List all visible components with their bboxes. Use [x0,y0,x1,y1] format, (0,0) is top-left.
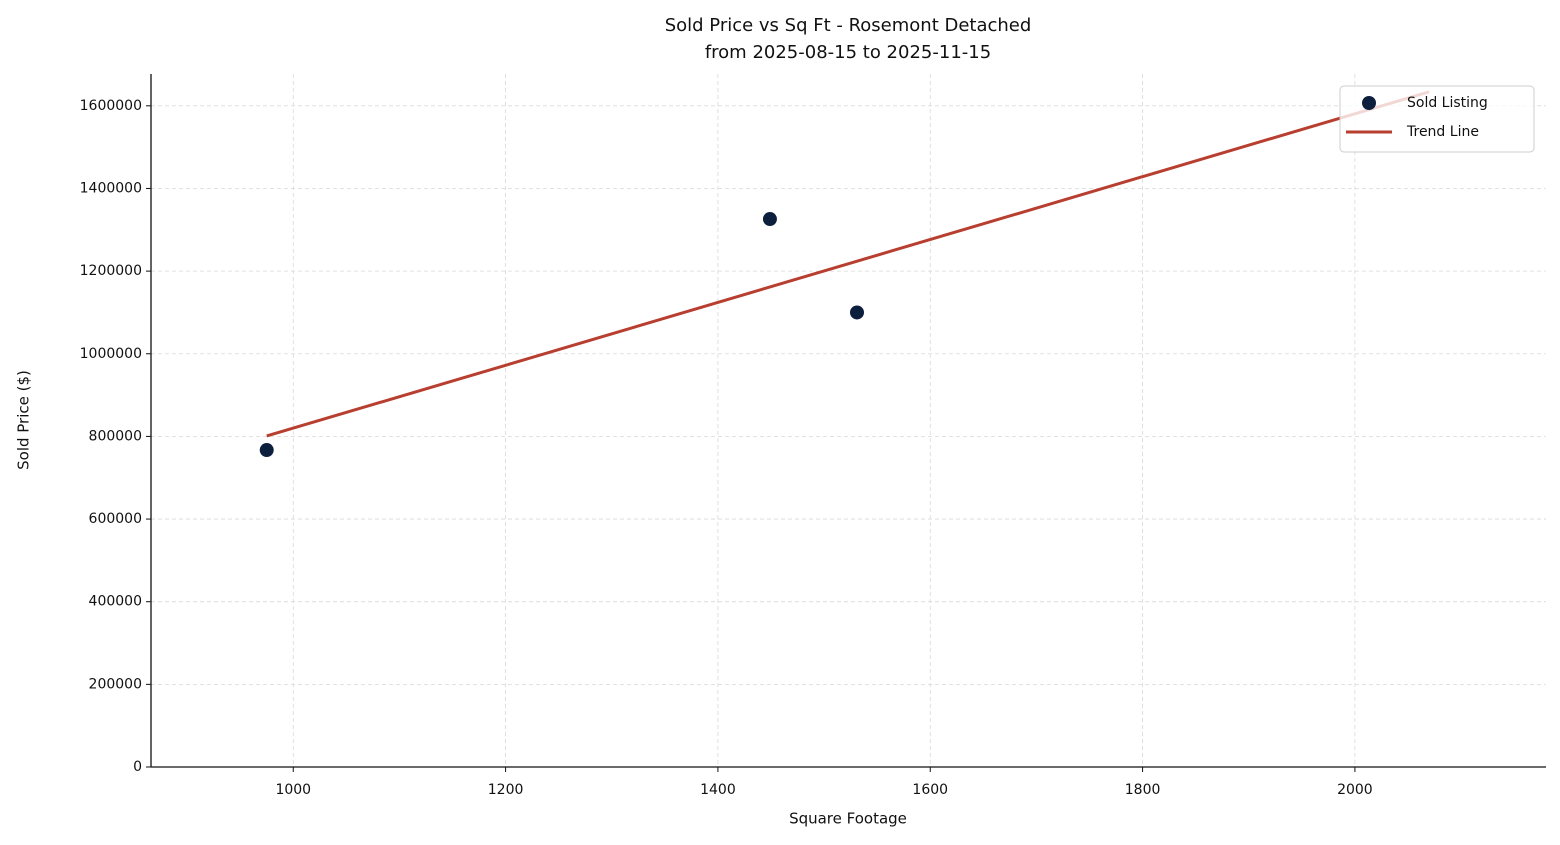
chart-subtitle: from 2025-08-15 to 2025-11-15 [705,42,991,63]
y-tick-label: 1200000 [80,263,142,279]
point [849,305,864,320]
y-tick-label: 1400000 [80,180,142,196]
x-tick-label: 1800 [1125,782,1161,798]
x-tick-label: 1200 [488,782,524,798]
chart-title: Sold Price vs Sq Ft - Rosemont Detached [665,15,1032,36]
point [259,443,274,458]
x-tick-label: 2000 [1337,782,1373,798]
y-tick-label: 200000 [89,676,142,692]
y-tick-label: 0 [133,759,142,775]
y-tick-label: 800000 [89,428,142,444]
y-tick-label: 1600000 [80,98,142,114]
y-tick-label: 600000 [89,511,142,527]
legend-label: Sold Listing [1407,95,1488,111]
y-tick-label: 400000 [89,594,142,610]
trend-line [266,90,1430,438]
legend-box [1339,85,1535,153]
x-tick-label: 1600 [912,782,948,798]
x-axis-label: Square Footage [789,810,907,828]
x-tick-label: 1400 [700,782,736,798]
y-tick-label: 1000000 [80,346,142,362]
legend-swatch [1362,96,1376,110]
x-tick-label: 1000 [275,782,311,798]
point [762,212,777,227]
legend-label: Trend Line [1406,124,1479,140]
y-axis-label: Sold Price ($) [15,370,33,470]
